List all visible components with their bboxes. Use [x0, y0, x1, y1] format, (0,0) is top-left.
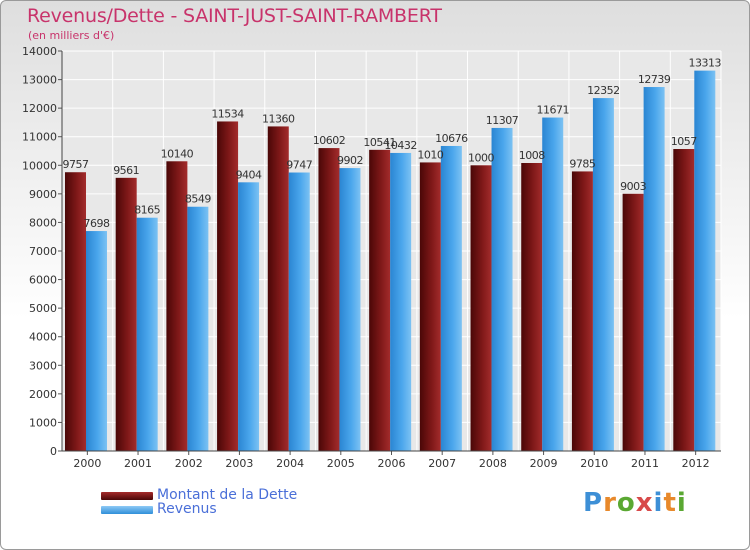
data-label-revenue: 9747	[286, 159, 312, 172]
x-tick-label: 2007	[428, 457, 456, 470]
y-tick-label: 3000	[29, 359, 57, 372]
bar-revenue	[339, 168, 361, 452]
bar-debt	[622, 193, 644, 451]
bar-debt	[369, 149, 391, 452]
data-label-debt: 1008	[519, 149, 545, 162]
bar-debt	[571, 171, 593, 451]
data-label-debt: 9757	[63, 158, 89, 171]
bar-revenue	[440, 145, 462, 451]
y-tick-label: 13000	[22, 74, 57, 87]
x-tick-label: 2008	[479, 457, 507, 470]
chart-title: Revenus/Dette - SAINT-JUST-SAINT-RAMBERT	[27, 5, 442, 27]
data-label-revenue: 8549	[185, 193, 211, 206]
bar-debt	[318, 148, 340, 452]
data-label-debt: 10140	[161, 147, 194, 160]
y-tick-label: 0	[50, 445, 57, 458]
bar-debt	[267, 126, 289, 451]
data-label-debt: 1000	[468, 151, 494, 164]
data-label-revenue: 10432	[384, 139, 417, 152]
x-tick-label: 2012	[682, 457, 710, 470]
data-label-revenue: 12739	[638, 73, 671, 86]
bar-revenue	[187, 206, 209, 451]
bar-revenue	[542, 117, 564, 452]
data-label-debt: 1057	[671, 135, 697, 148]
legend-label-debt: Montant de la Dette	[157, 487, 298, 503]
legend-swatch-debt	[101, 492, 153, 500]
y-tick-label: 6000	[29, 274, 57, 287]
data-label-debt: 11534	[211, 107, 244, 120]
y-tick-label: 8000	[29, 216, 57, 229]
bar-revenue	[238, 182, 260, 452]
x-tick-label: 2002	[175, 457, 203, 470]
data-label-revenue: 7698	[84, 217, 110, 230]
y-tick-label: 4000	[29, 331, 57, 344]
y-tick-label: 1000	[29, 416, 57, 429]
bar-debt	[419, 162, 441, 451]
bar-debt	[65, 172, 86, 451]
bar-debt	[521, 163, 543, 451]
data-label-revenue: 9902	[337, 154, 363, 167]
x-tick-label: 2010	[580, 457, 608, 470]
bar-revenue	[86, 231, 107, 451]
y-tick-label: 7000	[29, 245, 57, 258]
bar-revenue	[288, 172, 310, 451]
bar-debt	[217, 121, 239, 451]
x-tick-label: 2001	[124, 457, 152, 470]
data-label-debt: 1010	[417, 148, 443, 161]
bar-revenue	[136, 217, 158, 451]
x-tick-label: 2009	[530, 457, 558, 470]
y-tick-label: 12000	[22, 102, 57, 115]
bar-debt	[470, 165, 492, 452]
legend-label-revenue: Revenus	[157, 501, 217, 517]
data-label-revenue: 11671	[536, 104, 569, 117]
y-tick-label: 10000	[22, 159, 57, 172]
x-tick-label: 2003	[225, 457, 253, 470]
y-tick-label: 2000	[29, 388, 57, 401]
x-tick-label: 2004	[276, 457, 304, 470]
y-tick-label: 14000	[22, 45, 57, 58]
y-tick-label: 11000	[22, 131, 57, 144]
data-label-debt: 9003	[620, 180, 646, 193]
bar-revenue	[643, 87, 665, 452]
x-tick-label: 2005	[327, 457, 355, 470]
bar-revenue	[491, 127, 513, 451]
y-tick-label: 5000	[29, 302, 57, 315]
data-label-revenue: 13313	[689, 57, 722, 70]
bar-debt	[166, 161, 188, 452]
x-tick-label: 2006	[378, 457, 406, 470]
proxiti-logo: Proxiti	[583, 488, 687, 518]
bar-revenue	[694, 70, 716, 451]
x-tick-label: 2011	[631, 457, 659, 470]
bar-revenue	[592, 98, 614, 451]
data-label-debt: 10602	[313, 134, 346, 147]
bar-debt	[115, 177, 137, 452]
x-tick-label: 2000	[73, 457, 101, 470]
bar-debt	[673, 149, 695, 451]
data-label-revenue: 8165	[134, 204, 160, 217]
y-tick-label: 9000	[29, 188, 57, 201]
data-label-revenue: 10676	[435, 132, 468, 145]
chart-subtitle: (en milliers d'€)	[28, 29, 115, 42]
data-label-revenue: 11307	[486, 114, 519, 127]
bar-revenue	[390, 152, 412, 451]
data-label-debt: 9785	[569, 157, 595, 170]
data-label-revenue: 9404	[236, 168, 262, 181]
data-label-debt: 11360	[262, 112, 295, 125]
data-label-revenue: 12352	[587, 84, 620, 97]
data-label-debt: 9561	[113, 164, 139, 177]
legend-swatch-revenue	[101, 506, 153, 514]
data-label-debt: 10541	[363, 136, 396, 149]
